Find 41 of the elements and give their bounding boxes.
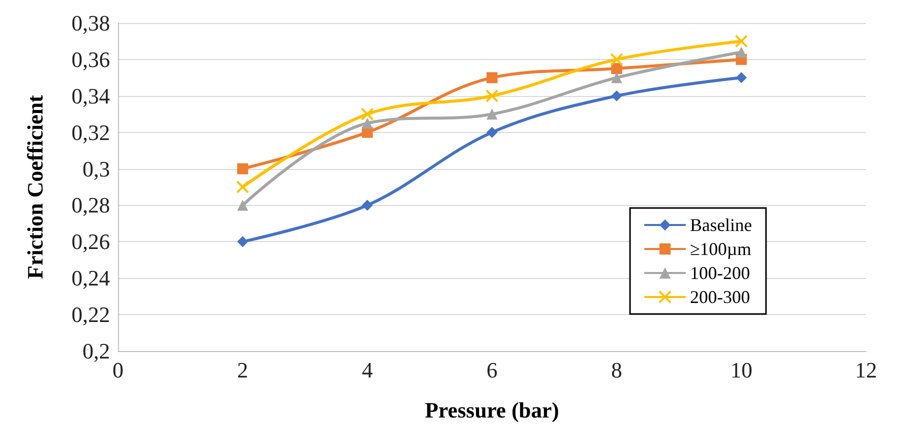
legend-label: 100-200 <box>690 263 750 283</box>
point <box>237 236 248 248</box>
point <box>486 72 498 84</box>
x-tick-label: 8 <box>611 358 622 382</box>
point <box>736 46 747 58</box>
point <box>362 118 373 129</box>
x-tick-label: 12 <box>855 358 877 382</box>
point <box>362 200 373 211</box>
x-tick-label: 4 <box>362 358 373 382</box>
legend-label: 200-300 <box>690 287 750 307</box>
point <box>237 200 248 211</box>
y-tick-label: 0,32 <box>72 120 110 145</box>
point <box>486 89 498 102</box>
point <box>734 34 748 48</box>
x-axis-title: Pressure (bar) <box>424 398 560 422</box>
point <box>736 72 747 84</box>
point <box>486 126 498 138</box>
point <box>611 63 622 74</box>
x-tick-label: 2 <box>237 358 248 382</box>
point <box>360 108 374 121</box>
point <box>610 52 624 66</box>
point <box>237 163 248 174</box>
y-tick-label: 0,3 <box>82 156 110 182</box>
legend-label: ≥100µm <box>690 239 752 259</box>
point <box>236 180 250 194</box>
y-tick-label: 0,28 <box>72 192 110 218</box>
y-tick-label: 0,34 <box>72 83 110 108</box>
point <box>611 72 622 84</box>
x-tick-label: 0 <box>112 358 124 382</box>
y-tick-label: 0,24 <box>72 266 110 291</box>
point <box>486 108 498 120</box>
y-tick-label: 0,2 <box>82 338 110 364</box>
y-tick-label: 0,36 <box>72 46 110 72</box>
y-tick-label: 0,22 <box>72 302 110 328</box>
y-tick-label: 0,38 <box>72 10 110 36</box>
y-tick-label: 0,26 <box>72 229 110 254</box>
x-tick-label: 6 <box>486 358 498 382</box>
y-axis-title: Friction Coefficient <box>22 94 48 279</box>
legend-label: Baseline <box>690 215 752 235</box>
x-tick-label: 10 <box>730 358 752 382</box>
point <box>611 90 622 102</box>
